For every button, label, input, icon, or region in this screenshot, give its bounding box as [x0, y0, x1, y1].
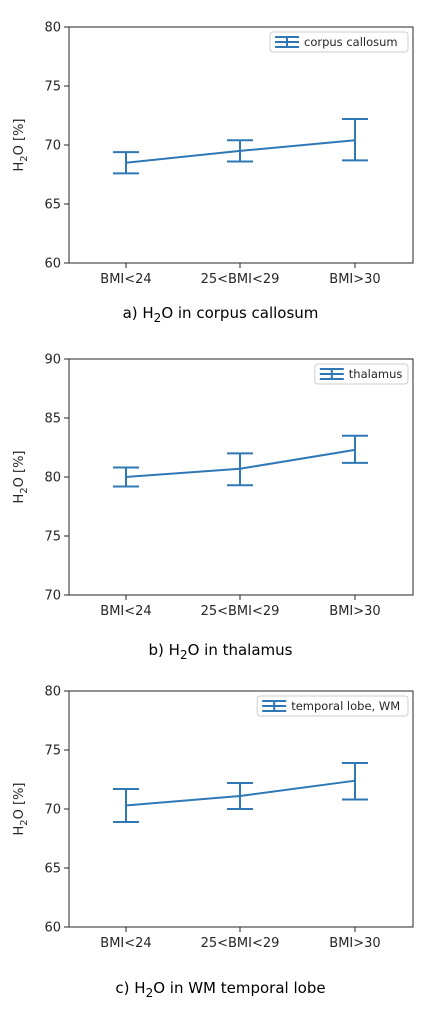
y-tick-label: 90 [44, 353, 61, 368]
y-tick-label: 60 [44, 257, 61, 272]
y-axis-label: H2O [%] [12, 782, 30, 835]
caption-c: c) H2O in WM temporal lobe [115, 979, 326, 1000]
y-tick-label: 75 [44, 80, 61, 95]
x-tick-label: 25<BMI<29 [201, 936, 280, 951]
legend: temporal lobe, WM [256, 695, 409, 717]
x-tick-label: 25<BMI<29 [201, 604, 280, 619]
y-tick-label: 65 [44, 862, 61, 877]
y-tick-label: 75 [44, 530, 61, 545]
y-tick-label: 70 [44, 589, 61, 604]
legend: corpus callosum [269, 31, 409, 53]
chart-a: 60 65 70 75 80 BMI<24 25<BMI<29 BMI>30 H2O [%] co… [12, 21, 414, 287]
legend-box [256, 695, 409, 717]
y-axis-label: H2O [%] [12, 118, 30, 171]
legend: thalamus [314, 363, 409, 385]
x-tick-label: BMI>30 [329, 604, 380, 619]
legend-label: thalamus [349, 367, 403, 381]
y-tick-label: 70 [44, 803, 61, 818]
y-tick-label: 75 [44, 744, 61, 759]
legend-label: corpus callosum [304, 35, 398, 49]
x-tick-label: BMI<24 [100, 604, 151, 619]
x-tick-label: BMI>30 [329, 936, 380, 951]
y-tick-label: 70 [44, 139, 61, 154]
x-tick-label: BMI<24 [100, 272, 151, 287]
x-tick-label: BMI<24 [100, 936, 151, 951]
x-tick-label: 25<BMI<29 [201, 272, 280, 287]
caption-a: a) H2O in corpus callosum [122, 304, 319, 325]
y-axis-label: H2O [%] [12, 450, 30, 503]
caption-b: b) H2O in thalamus [148, 641, 293, 662]
x-tick-label: BMI>30 [329, 272, 380, 287]
y-tick-label: 65 [44, 198, 61, 213]
y-tick-label: 80 [44, 21, 61, 36]
chart-b: 70 75 80 85 90 BMI<24 25<BMI<29 BMI>30 H2O [%] th… [12, 353, 414, 619]
chart-c: 60 65 70 75 80 BMI<24 25<BMI<29 BMI>30 H2O [%] te… [12, 685, 414, 951]
y-tick-label: 60 [44, 921, 61, 936]
legend-box [269, 31, 409, 53]
y-tick-label: 80 [44, 685, 61, 700]
y-tick-label: 80 [44, 471, 61, 486]
y-tick-label: 85 [44, 412, 61, 427]
legend-label: temporal lobe, WM [291, 699, 400, 713]
